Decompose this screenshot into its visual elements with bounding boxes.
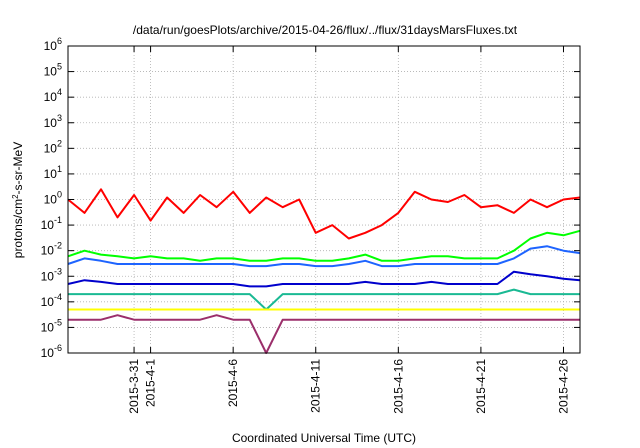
y-tick-exponent: -2 [54,241,62,251]
y-tick-label: 105 [44,62,62,79]
series-line-4 [67,270,581,288]
y-tick-base: 10 [44,39,58,53]
y-tick-label: 10-4 [41,292,62,309]
y-tick-exponent: -3 [54,266,62,276]
y-tick-base: 10 [44,167,58,181]
x-tick-label: 2015-4-21 [474,359,488,414]
y-tick-exponent: 2 [57,138,62,148]
y-tick-label: 10-5 [41,317,62,334]
y-tick-label: 10-6 [41,343,62,360]
y-tick-exponent: -5 [54,317,62,327]
series-layer [67,188,581,354]
y-tick-base: 10 [41,269,55,283]
y-tick-exponent: 5 [57,62,62,72]
y-tick-base: 10 [41,244,55,258]
y-tick-label: 103 [44,113,62,130]
y-tick-exponent: 6 [57,36,62,46]
y-tick-label: 106 [44,36,62,53]
y-axis: 10610510410310210110010-110-210-310-410-… [41,36,580,360]
series-line-3 [67,245,581,268]
y-tick-base: 10 [44,116,58,130]
x-tick-label: 2015-4-1 [144,359,158,407]
series-line-5 [68,288,580,311]
x-tick-label: 2015-4-11 [309,359,323,413]
y-tick-label: 10-2 [41,241,62,258]
y-tick-label: 101 [44,164,62,181]
y-tick-exponent: 1 [57,164,62,174]
y-tick-exponent: 4 [57,87,62,97]
y-tick-label: 102 [44,138,62,155]
x-tick-label: 2015-3-31 [127,359,141,414]
y-axis-label-base: protons/cm [11,199,25,258]
x-tick-label: 2015-4-6 [226,359,240,407]
y-tick-base: 10 [44,65,58,79]
y-axis-label-sup: 2 [11,194,20,199]
y-tick-exponent: 3 [57,113,62,123]
x-tick-label: 2015-4-16 [391,359,405,414]
y-tick-base: 10 [41,320,55,334]
y-tick-label: 10-1 [41,215,62,232]
y-tick-base: 10 [41,295,55,309]
series-line-2 [67,229,581,262]
y-tick-exponent: -1 [54,215,62,225]
y-tick-base: 10 [41,218,55,232]
y-tick-exponent: -6 [54,343,62,353]
y-tick-label: 100 [44,190,62,207]
y-tick-base: 10 [44,193,58,207]
y-tick-label: 10-3 [41,266,62,283]
x-tick-label: 2015-4-26 [556,359,570,414]
chart-title: /data/run/goesPlots/archive/2015-04-26/f… [133,23,518,37]
y-tick-exponent: -4 [54,292,62,302]
y-axis-label-rest: -s-sr-MeV [11,142,25,195]
series-line-1 [67,188,581,240]
y-axis-label: protons/cm2-s-sr-MeV [11,142,26,258]
x-axis-label: Coordinated Universal Time (UTC) [232,431,416,445]
y-tick-label: 104 [44,87,62,104]
y-tick-base: 10 [44,90,58,104]
y-tick-base: 10 [44,141,58,155]
x-axis: 2015-3-31 2015-4-1 2015-4-6 2015-4-11 2015-4… [127,46,570,414]
y-tick-base: 10 [41,346,55,360]
y-tick-exponent: 0 [57,190,62,200]
series-line-7 [68,314,580,354]
